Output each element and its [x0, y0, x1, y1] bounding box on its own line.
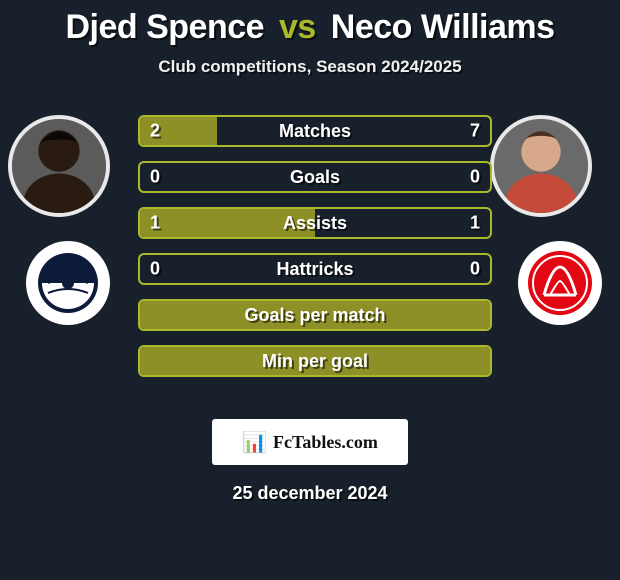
stat-row: 1 1 Assists	[138, 207, 492, 239]
club-crest-icon	[32, 247, 104, 319]
stat-label: Goals	[290, 167, 340, 188]
chart-icon: 📊	[242, 430, 267, 455]
stat-row: Goals per match	[138, 299, 492, 331]
player1-photo	[8, 115, 110, 217]
stat-label: Goals per match	[244, 305, 385, 326]
watermark-text: FcTables.com	[273, 432, 378, 453]
club-crest-icon	[524, 247, 596, 319]
watermark: 📊 FcTables.com	[212, 419, 408, 465]
stat-value-left: 1	[150, 213, 160, 234]
date-label: 25 december 2024	[0, 483, 620, 504]
player2-name: Neco Williams	[331, 8, 555, 46]
stat-value-right: 7	[470, 121, 480, 142]
stat-bars: 2 7 Matches 0 0 Goals 1 1 Assists 0 0 Hattricks Goal…	[138, 115, 492, 391]
player1-name: Djed Spence	[65, 8, 264, 46]
stat-label: Hattricks	[276, 259, 353, 280]
person-icon	[12, 119, 106, 213]
person-icon	[494, 119, 588, 213]
stat-row: 0 0 Hattricks	[138, 253, 492, 285]
stat-label: Min per goal	[262, 351, 368, 372]
stats-stage: 2 7 Matches 0 0 Goals 1 1 Assists 0 0 Hattricks Goal…	[0, 115, 620, 395]
stat-value-right: 1	[470, 213, 480, 234]
stat-value-left: 0	[150, 259, 160, 280]
stat-value-left: 2	[150, 121, 160, 142]
stat-label: Matches	[279, 121, 351, 142]
subtitle: Club competitions, Season 2024/2025	[0, 57, 620, 77]
vs-label: vs	[273, 8, 322, 46]
comparison-card: Djed Spence vs Neco Williams Club compet…	[0, 0, 620, 580]
stat-label: Assists	[283, 213, 347, 234]
stat-row: Min per goal	[138, 345, 492, 377]
stat-value-right: 0	[470, 259, 480, 280]
player1-club-badge	[26, 241, 110, 325]
stat-value-right: 0	[470, 167, 480, 188]
player2-photo	[490, 115, 592, 217]
stat-value-left: 0	[150, 167, 160, 188]
page-title: Djed Spence vs Neco Williams	[0, 8, 620, 47]
stat-row: 2 7 Matches	[138, 115, 492, 147]
player2-club-badge	[518, 241, 602, 325]
stat-row: 0 0 Goals	[138, 161, 492, 193]
